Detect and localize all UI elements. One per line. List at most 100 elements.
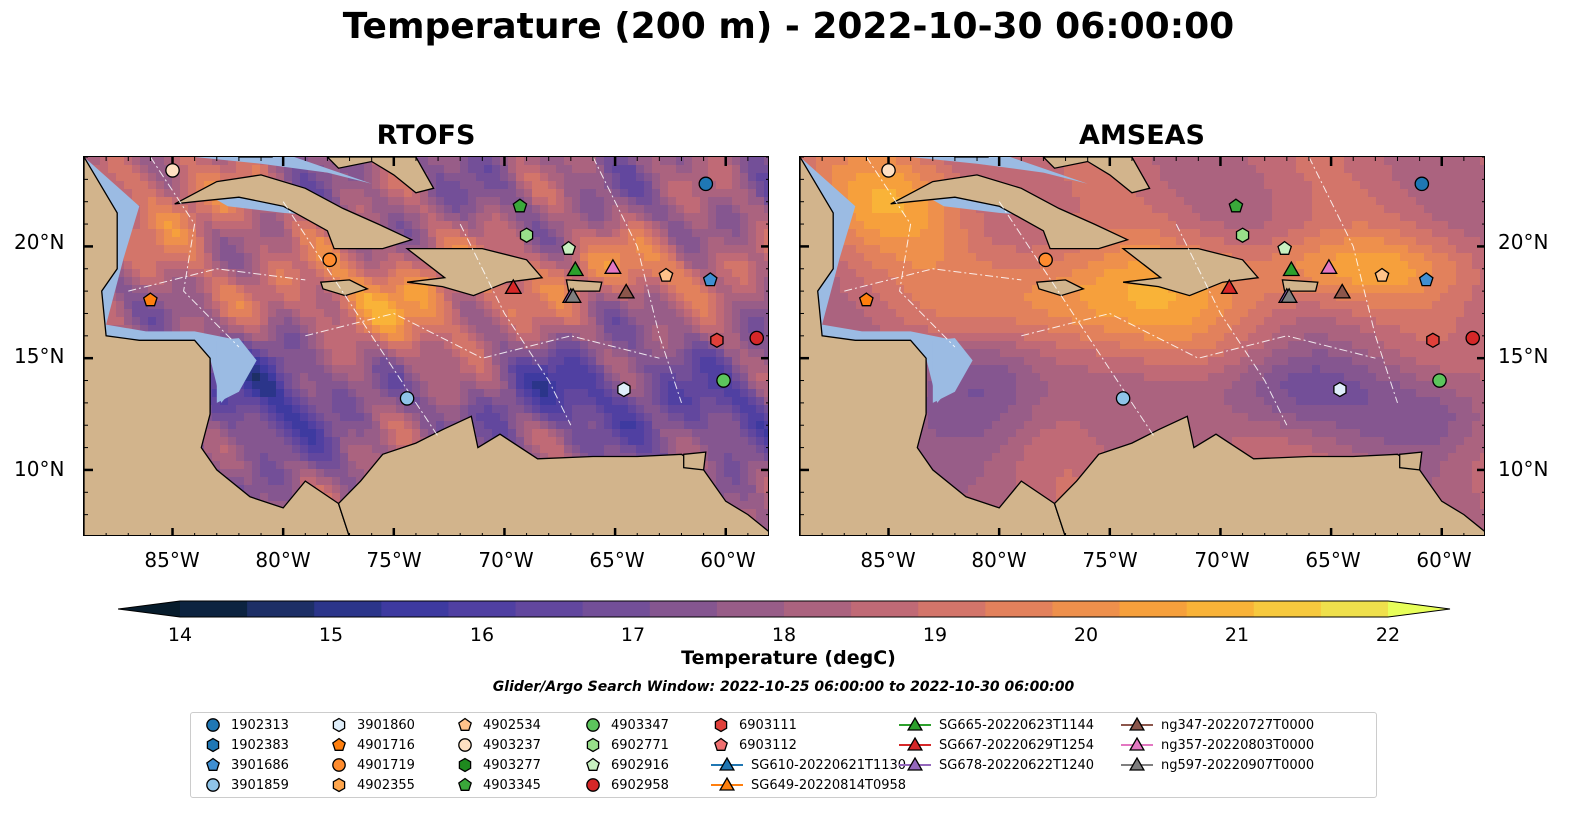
- lon-tick-label: 65°W: [1305, 548, 1361, 572]
- map-marker: [716, 373, 731, 388]
- colorbar-tick-label: 15: [318, 624, 344, 646]
- lon-tick-label: 60°W: [700, 548, 756, 572]
- legend-item: 1902313: [201, 716, 289, 734]
- map-marker: [1333, 283, 1352, 299]
- legend-label: 6902958: [611, 777, 669, 793]
- legend: 1902313 1902383 3901686 3901859 3901860 49017…: [190, 712, 1377, 798]
- lon-tick-label: 70°W: [478, 548, 534, 572]
- map-marker: [561, 240, 577, 255]
- map-marker: [322, 252, 337, 268]
- legend-marker-icon: [1121, 716, 1153, 731]
- map-marker: [1426, 332, 1440, 349]
- map-marker: [142, 292, 158, 307]
- lon-tick-label: 85°W: [860, 548, 916, 572]
- legend-label: 6902771: [611, 737, 669, 753]
- legend-label: ng347-20220727T0000: [1161, 717, 1315, 733]
- legend-label: 3901686: [231, 757, 289, 773]
- legend-label: 4903347: [611, 717, 669, 733]
- lat-tick-label: 15°N: [14, 344, 65, 368]
- lon-tick-label: 60°W: [1416, 548, 1472, 572]
- legend-label: SG665-20220623T1144: [939, 717, 1095, 733]
- map-marker: [858, 292, 874, 307]
- legend-label: 6903112: [739, 737, 797, 753]
- legend-item: SG665-20220623T1144: [897, 716, 1094, 734]
- legend-marker-icon: [899, 756, 931, 771]
- legend-item: 6902916: [581, 756, 669, 774]
- amseas-map: [799, 156, 1485, 536]
- legend-item: 4903237: [453, 736, 541, 754]
- legend-label: ng357-20220803T0000: [1161, 737, 1315, 753]
- legend-marker-icon: [458, 757, 472, 773]
- legend-marker-icon: [206, 757, 220, 771]
- legend-label: SG678-20220622T1240: [939, 757, 1095, 773]
- colorbar-tick-label: 22: [1375, 624, 1401, 646]
- temperature-colorbar: [118, 600, 1451, 618]
- map-marker: [702, 272, 718, 287]
- map-marker: [749, 330, 765, 346]
- legend-marker-icon: [1121, 756, 1153, 771]
- legend-marker-icon: [714, 737, 728, 751]
- map-marker: [658, 267, 674, 282]
- legend-marker-icon: [458, 717, 472, 731]
- lat-tick-label: 20°N: [1498, 230, 1549, 254]
- map-marker: [1418, 272, 1434, 287]
- colorbar-tick-label: 19: [922, 624, 948, 646]
- map-marker: [617, 381, 631, 398]
- map-marker: [564, 287, 582, 303]
- legend-item: 6902958: [581, 776, 669, 794]
- panel-title-rtofs: RTOFS: [376, 120, 476, 151]
- legend-marker-icon: [332, 758, 346, 772]
- legend-item: 4901716: [327, 736, 415, 754]
- legend-item: 4903347: [581, 716, 669, 734]
- map-marker: [1115, 391, 1131, 406]
- lat-tick-label: 10°N: [1498, 457, 1549, 481]
- legend-label: 6903111: [739, 717, 797, 733]
- legend-item: ng597-20220907T0000: [1119, 756, 1314, 774]
- lon-tick-label: 80°W: [971, 548, 1027, 572]
- map-marker: [165, 163, 180, 178]
- legend-marker-icon: [332, 717, 346, 733]
- legend-marker-icon: [711, 756, 743, 771]
- map-marker: [1277, 240, 1293, 255]
- map-marker: [504, 278, 523, 295]
- colorbar-tick-label: 17: [620, 624, 646, 646]
- legend-marker-icon: [206, 737, 220, 753]
- legend-item: SG649-20220814T0958: [709, 776, 906, 794]
- map-marker: [1228, 198, 1244, 213]
- colorbar-title: Temperature (degC): [681, 647, 896, 669]
- legend-marker-icon: [586, 778, 600, 792]
- legend-label: 4902355: [357, 777, 415, 793]
- map-marker: [710, 332, 724, 349]
- search-window-text: Glider/Argo Search Window: 2022-10-25 06…: [492, 679, 1075, 695]
- legend-label: SG667-20220629T1254: [939, 737, 1095, 753]
- legend-label: 3901860: [357, 717, 415, 733]
- legend-item: 3901859: [201, 776, 289, 794]
- legend-label: 4903237: [483, 737, 541, 753]
- legend-marker-icon: [1121, 736, 1153, 751]
- lon-tick-label: 80°W: [255, 548, 311, 572]
- legend-label: SG649-20220814T0958: [751, 777, 907, 793]
- lon-tick-label: 70°W: [1194, 548, 1250, 572]
- map-marker: [1333, 381, 1347, 398]
- legend-label: 6902916: [611, 757, 669, 773]
- legend-item: 3901686: [201, 756, 289, 774]
- legend-marker-icon: [206, 778, 220, 792]
- legend-marker-icon: [458, 777, 472, 791]
- map-marker: [1235, 227, 1250, 243]
- legend-label: 1902313: [231, 717, 289, 733]
- map-marker: [1282, 260, 1301, 277]
- map-marker: [881, 163, 896, 178]
- legend-item: 4902355: [327, 776, 415, 794]
- legend-marker-icon: [586, 737, 600, 753]
- map-marker: [1280, 287, 1298, 303]
- legend-item: 1902383: [201, 736, 289, 754]
- panel-title-amseas: AMSEAS: [1079, 120, 1205, 151]
- legend-label: 4903277: [483, 757, 541, 773]
- map-marker: [698, 176, 714, 192]
- legend-label: 4901719: [357, 757, 415, 773]
- legend-label: 1902383: [231, 737, 289, 753]
- lon-tick-label: 65°W: [589, 548, 645, 572]
- map-marker: [617, 283, 636, 299]
- map-marker: [512, 198, 528, 213]
- legend-item: ng347-20220727T0000: [1119, 716, 1314, 734]
